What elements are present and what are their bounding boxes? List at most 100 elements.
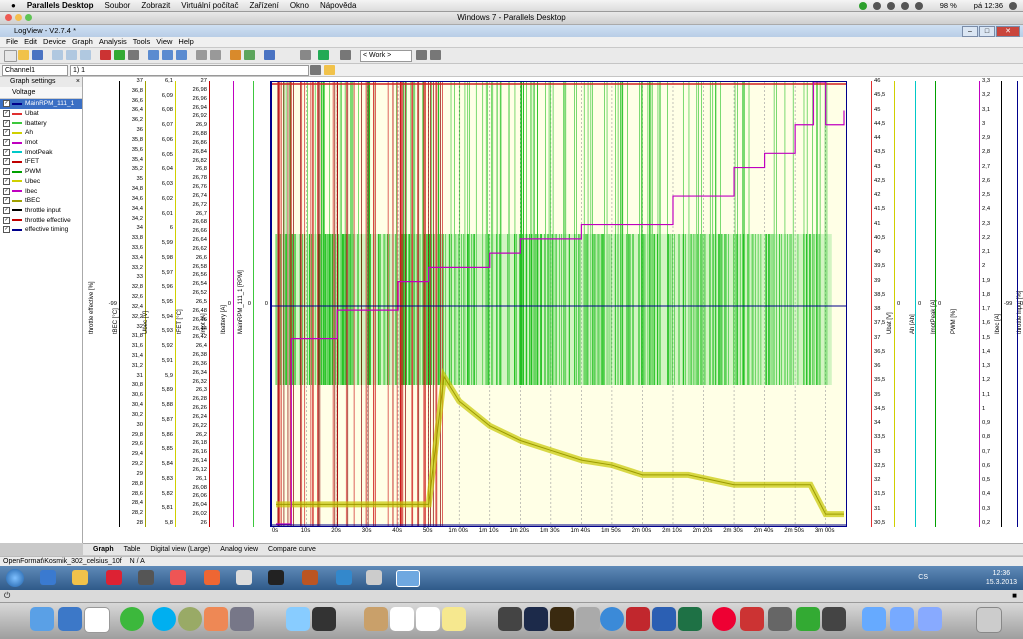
menu-analysis[interactable]: Analysis [98,37,127,46]
firefox-dock-icon[interactable] [204,607,228,631]
skype-icon[interactable] [152,607,176,631]
status-icon[interactable] [858,1,867,10]
connect-icon[interactable] [318,50,329,60]
excel-icon[interactable] [678,607,702,631]
search-icon[interactable] [1009,1,1017,10]
zoom-in-icon[interactable] [148,50,159,60]
channel-checkbox[interactable]: ✓ [3,197,10,205]
copy-icon[interactable] [66,50,77,60]
channel-item[interactable]: ✓ Ubec [0,177,82,187]
stop-icon[interactable] [128,50,139,60]
app-menu[interactable]: Parallels Desktop [26,1,94,10]
expression-field[interactable]: 1) 1 [70,65,309,76]
channel-item[interactable]: ✓ tFET [0,157,82,167]
taskbar-clock[interactable]: 12:36 15.3.2013 [986,569,1017,587]
settings-icon[interactable] [230,50,241,60]
game-icon[interactable] [768,607,792,631]
channel-item[interactable]: ✓ Ibattery [0,118,82,128]
app-icon[interactable] [106,570,122,585]
power-icon[interactable]: ⏻ [4,591,11,600]
channel-checkbox[interactable]: ✓ [3,187,10,195]
export-icon[interactable] [244,50,255,60]
paste-icon[interactable] [80,50,91,60]
itunes-icon[interactable] [302,570,318,585]
channel-checkbox[interactable]: ✓ [3,139,10,147]
refresh-icon[interactable] [430,50,441,60]
icq-icon[interactable] [120,607,144,631]
launchpad-icon[interactable] [58,607,82,631]
menu-zarizeni[interactable]: Zařízení [249,1,279,10]
channel-checkbox[interactable]: ✓ [3,177,10,185]
media-icon[interactable] [236,570,252,585]
app-dock-icon[interactable] [626,607,650,631]
channel-item[interactable]: ✓ throttle input [0,206,82,216]
menu-device[interactable]: Device [43,37,66,46]
downloads-icon[interactable] [862,607,886,631]
sync-icon[interactable] [872,1,881,10]
menu-file[interactable]: File [6,37,19,46]
calendar-icon[interactable] [390,607,414,631]
menu-zobrazit[interactable]: Zobrazit [141,1,171,10]
tab-digital-view[interactable]: Digital view (Large) [150,546,211,553]
channel-item[interactable]: ✓ Ubat [0,109,82,119]
channel-item[interactable]: ✓ Ibec [0,186,82,196]
measure-icon[interactable] [210,50,221,60]
channel-checkbox[interactable]: ✓ [3,226,10,234]
menu-soubor[interactable]: Soubor [104,1,131,10]
save-icon[interactable] [32,50,43,60]
word-icon[interactable] [652,607,676,631]
cursor-icon[interactable] [196,50,207,60]
start-button[interactable] [6,569,24,587]
clock-icon[interactable] [886,1,895,10]
cut-icon[interactable] [52,50,63,60]
note-icon[interactable] [324,65,335,75]
reminders-icon[interactable] [416,607,440,631]
channel-checkbox[interactable]: ✓ [3,206,10,214]
explorer-icon[interactable] [40,570,56,585]
zoom-fit-icon[interactable] [176,50,187,60]
menu-edit[interactable]: Edit [24,37,38,46]
channel-checkbox[interactable]: ✓ [3,129,10,137]
paint-icon[interactable] [366,570,382,585]
language-indicator[interactable]: CS [918,574,928,581]
channel-item[interactable]: ✓ Ah [0,128,82,138]
channel-select[interactable]: Channel1 [2,65,68,76]
apple-icon[interactable]: ● [11,1,16,10]
tab-table[interactable]: Table [123,546,141,553]
facetime-icon[interactable] [312,607,336,631]
folder-icon[interactable] [72,570,88,585]
messages-icon[interactable] [286,607,310,631]
channel-item[interactable]: ✓ ImotPeak [0,147,82,157]
fullscreen-icon[interactable]: ■ [1012,591,1017,600]
calc-icon[interactable] [310,65,321,75]
new-icon[interactable] [4,50,17,62]
chrome-dock-icon[interactable] [178,607,202,631]
channel-item[interactable]: ✓ PWM [0,167,82,177]
channel-checkbox[interactable]: ✓ [3,100,10,108]
channel-checkbox[interactable]: ✓ [3,216,10,224]
zoom-out-icon[interactable] [162,50,173,60]
trash-icon[interactable] [976,607,1002,633]
tab-analog-view[interactable]: Analog view [220,546,259,553]
tab-compare-curve[interactable]: Compare curve [268,546,316,553]
work-select[interactable]: < Work > [360,50,412,62]
contacts-icon[interactable] [364,607,388,631]
open-icon[interactable] [18,50,29,60]
menu-okno[interactable]: Okno [289,1,309,10]
logview-icon[interactable] [268,570,284,585]
channel-item[interactable]: ✓ effective timing [0,225,82,235]
active-window-icon[interactable] [396,570,420,587]
minimize-button[interactable]: – [962,26,978,37]
close-button[interactable]: ✕ [996,26,1020,37]
battery-percent[interactable]: 98 % [939,1,957,10]
menu-tools[interactable]: Tools [132,37,151,46]
plot-area[interactable] [271,81,847,527]
windows-app-icon[interactable] [740,607,764,631]
panel-close-icon[interactable]: × [75,78,80,85]
ie-icon[interactable] [336,570,352,585]
home-icon[interactable] [84,607,110,633]
chrome-icon[interactable] [170,570,186,585]
channel-item[interactable]: ✓ throttle effective [0,215,82,225]
bridge-icon[interactable] [550,607,574,631]
tool-icon[interactable] [340,50,351,60]
